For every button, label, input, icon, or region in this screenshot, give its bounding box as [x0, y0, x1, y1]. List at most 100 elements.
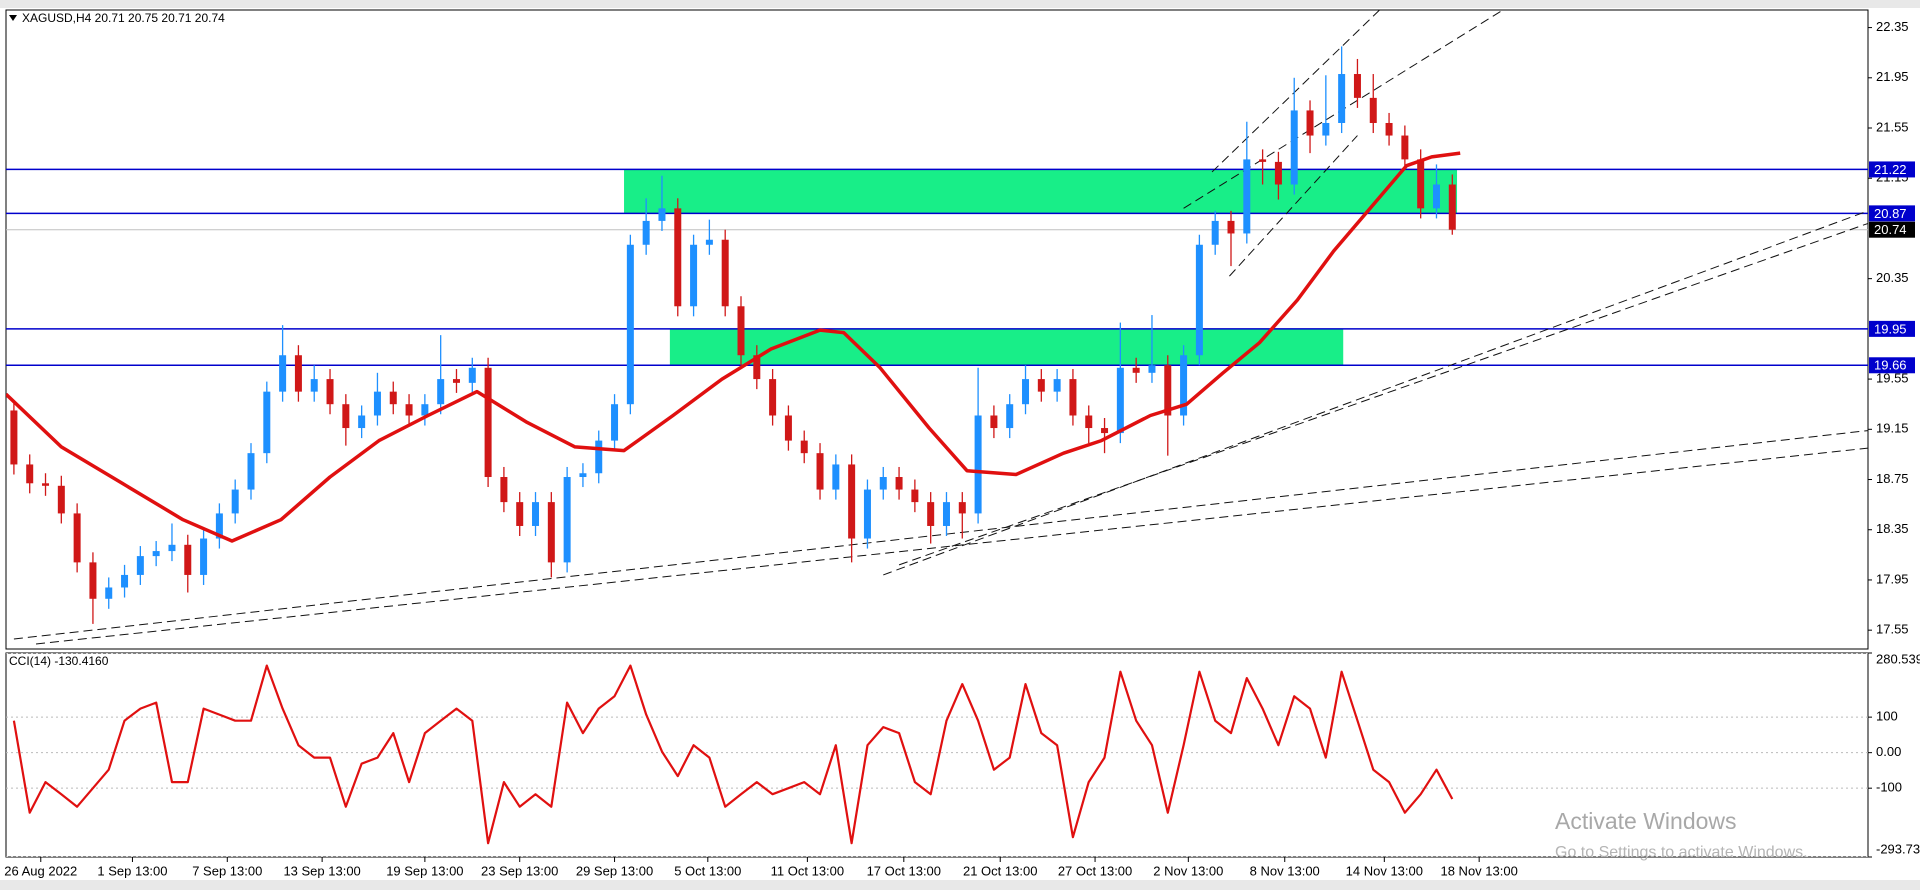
candle-body [1369, 97, 1377, 123]
current-price-label: 20.74 [1874, 222, 1907, 237]
candle-body [974, 415, 982, 514]
candle-body [73, 513, 81, 563]
collapse-arrow[interactable] [9, 15, 17, 21]
x-tick-label: 19 Sep 13:00 [386, 863, 463, 878]
panel-title: CCI(14) -130.4160 [9, 654, 109, 668]
y-tick-label: 100 [1876, 709, 1898, 724]
candle-body [1322, 122, 1330, 136]
candle-body [626, 244, 634, 405]
trend-line [1229, 135, 1358, 277]
candle-body [705, 239, 713, 245]
candle-body [1148, 365, 1156, 373]
candle-body [1353, 74, 1361, 98]
candle-body [737, 306, 745, 356]
candle-body [816, 453, 824, 490]
trend-line [883, 210, 1868, 576]
candle-body [674, 208, 682, 307]
candle-body [958, 502, 966, 514]
candle-body [1243, 159, 1251, 234]
candle-body [532, 502, 540, 526]
x-tick-label: 14 Nov 13:00 [1346, 863, 1423, 878]
candle-body [690, 244, 698, 307]
candle-body [1101, 428, 1109, 434]
candle-body [579, 473, 587, 478]
candle-body [468, 367, 476, 383]
candle-body [121, 574, 129, 588]
candle-body [1195, 244, 1203, 356]
y-tick-label: 17.95 [1876, 571, 1909, 586]
candle-body [990, 415, 998, 429]
candle-body [879, 477, 887, 490]
candle-body [1180, 355, 1188, 416]
candle-body [57, 485, 65, 514]
candle-body [1132, 367, 1140, 373]
candle-body [1211, 220, 1219, 245]
candle-body [279, 355, 287, 392]
x-tick-label: 7 Sep 13:00 [192, 863, 262, 878]
candle-body [310, 379, 318, 392]
y-tick-label: 19.55 [1876, 371, 1909, 386]
candle-body [547, 502, 555, 563]
x-tick-label: 18 Nov 13:00 [1440, 863, 1517, 878]
trend-line [898, 222, 1868, 566]
level-label: 19.66 [1874, 358, 1907, 373]
candle-body [1338, 74, 1346, 123]
y-tick-label: -100 [1876, 780, 1902, 795]
candle-body [421, 404, 429, 416]
candle-body [215, 513, 223, 539]
candle-body [326, 379, 334, 405]
candle-body [721, 239, 729, 307]
panel-title: XAGUSD,H4 20.71 20.75 20.71 20.74 [22, 11, 225, 25]
moving-average [6, 151, 1461, 543]
indicator-line [12, 664, 1454, 845]
candle-body [658, 208, 666, 221]
level-label: 20.87 [1874, 206, 1907, 221]
candle-body [1401, 135, 1409, 160]
candle-body [611, 404, 619, 441]
x-tick-label: 29 Sep 13:00 [576, 863, 653, 878]
candle-body [1432, 184, 1440, 209]
x-tick-label: 13 Sep 13:00 [283, 863, 360, 878]
candle-body [863, 489, 871, 539]
candle-body [1306, 110, 1314, 136]
candle-body [136, 556, 144, 575]
x-tick-label: 21 Oct 13:00 [963, 863, 1037, 878]
candle-body [769, 379, 777, 416]
y-tick-label: 21.95 [1876, 69, 1909, 84]
candle-body [1227, 220, 1235, 234]
candle-body [1037, 379, 1045, 392]
level-label-box [1869, 161, 1915, 178]
candle-body [437, 379, 445, 405]
candle-body [1417, 159, 1425, 209]
candle-body [89, 562, 97, 599]
candle-body [753, 355, 761, 380]
candle-body [1274, 161, 1282, 185]
candle-body [895, 477, 903, 490]
candle-body [595, 440, 603, 474]
candle-body [42, 483, 50, 486]
candle-body [642, 220, 650, 245]
candle-body [26, 464, 34, 484]
candle-body [342, 404, 350, 429]
tab-strip [0, 0, 1920, 8]
candle-body [389, 391, 397, 405]
x-tick-label: 23 Sep 13:00 [481, 863, 558, 878]
y-tick-label: 18.75 [1876, 471, 1909, 486]
level-label-box [1869, 205, 1915, 222]
level-label: 21.22 [1874, 162, 1907, 177]
candle-body [1385, 122, 1393, 136]
candle-body [231, 489, 239, 514]
candle-body [105, 587, 113, 599]
zone [669, 328, 1344, 366]
x-tick-label: 17 Oct 13:00 [867, 863, 941, 878]
candle-body [500, 477, 508, 503]
candle-body [832, 464, 840, 490]
candle-body [784, 415, 792, 441]
trend-line [1211, 10, 1380, 173]
candle-body [484, 367, 492, 478]
x-tick-label: 5 Oct 13:00 [674, 863, 741, 878]
candle-body [294, 355, 302, 392]
y-tick-label: 19.15 [1876, 421, 1909, 436]
watermark-subtitle: Go to Settings to activate Windows. [1555, 844, 1808, 861]
